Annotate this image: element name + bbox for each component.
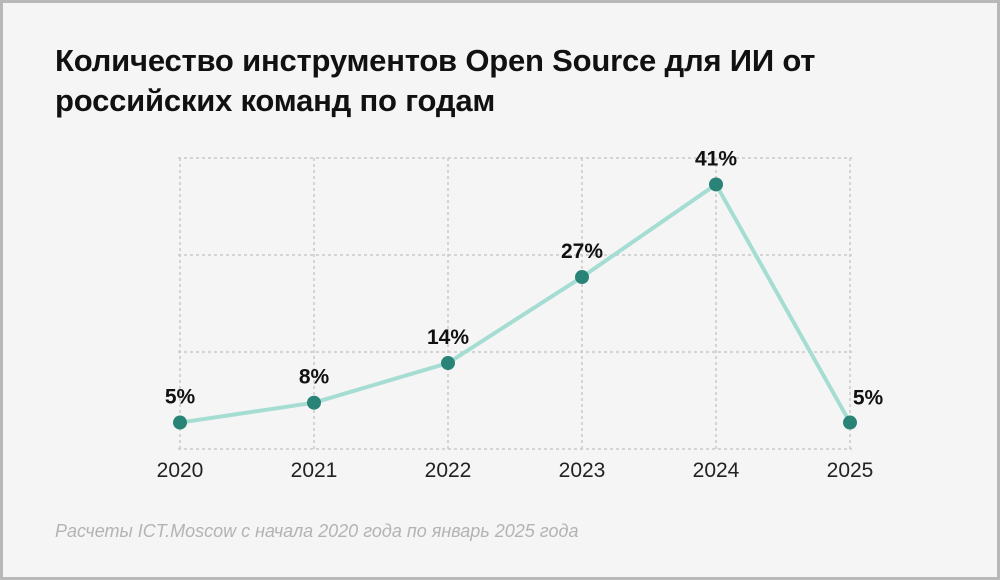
series-layer xyxy=(173,177,857,430)
value-label: 14% xyxy=(427,326,469,349)
series-line xyxy=(178,182,852,425)
data-point xyxy=(575,270,589,285)
value-label: 41% xyxy=(695,147,737,170)
data-point xyxy=(843,415,857,430)
value-labels: 5% 8% 14% 27% 41% 5% xyxy=(165,147,884,409)
data-point xyxy=(441,356,455,371)
value-label: 27% xyxy=(561,240,603,263)
value-label: 5% xyxy=(853,387,884,410)
x-tick-label: 2020 xyxy=(157,459,204,482)
x-tick-label: 2025 xyxy=(827,459,874,482)
data-point xyxy=(709,177,723,192)
x-axis-ticks: 2020 2021 2022 2023 2024 2025 xyxy=(157,459,874,482)
data-point xyxy=(307,395,321,410)
x-tick-label: 2022 xyxy=(425,459,472,482)
grid xyxy=(178,157,852,450)
source-note: Расчеты ICT.Moscow с начала 2020 года по… xyxy=(55,521,579,541)
data-point xyxy=(173,415,187,430)
x-tick-label: 2023 xyxy=(559,459,606,482)
chart-title: Количество инструментов Open Source для … xyxy=(55,43,816,118)
x-tick-label: 2021 xyxy=(291,459,338,482)
x-tick-label: 2024 xyxy=(693,459,740,482)
value-label: 5% xyxy=(165,386,196,409)
value-label: 8% xyxy=(299,366,330,389)
